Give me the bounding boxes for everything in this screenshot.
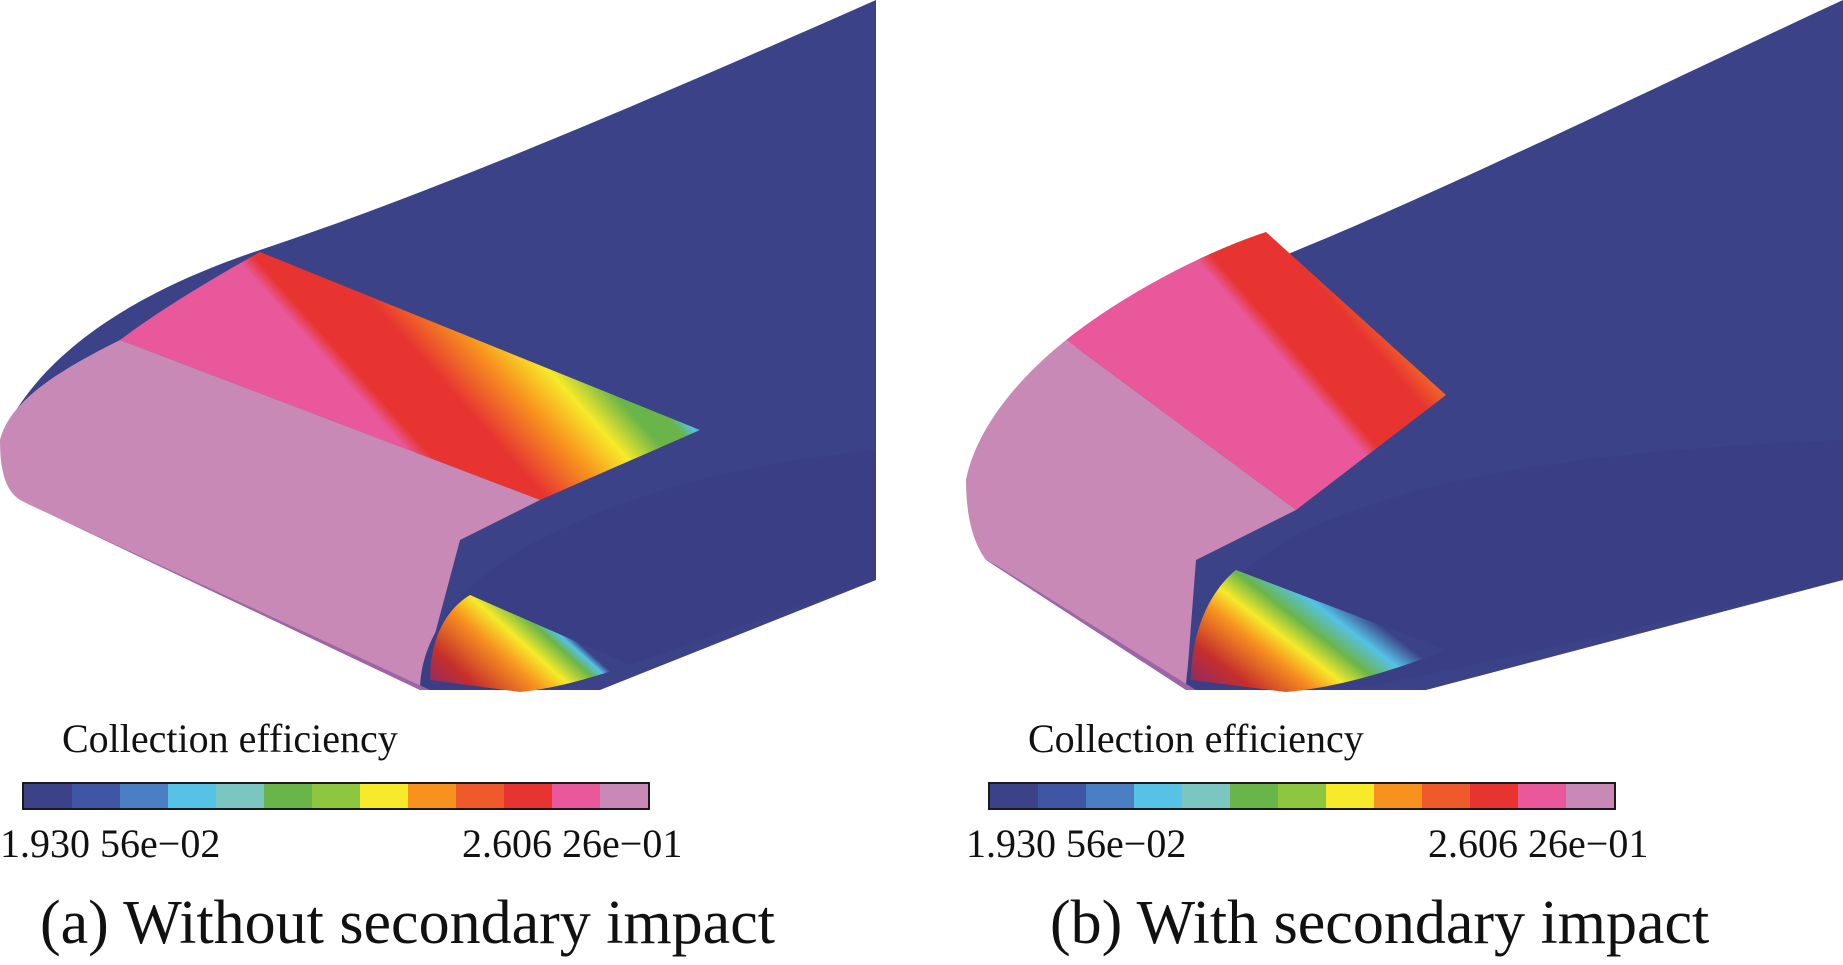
caption-b: (b) With secondary impact [1050,889,1710,957]
colorbar-min-label-b: 1.930 56e−02 [966,821,1187,866]
panel-b: Collection efficiency 1.930 56e−02 2.606… [966,0,1843,965]
colorbar-min-label-a: 1.930 56e−02 [0,821,221,866]
colorbar-a [22,782,650,810]
lower-edge-b [986,560,1196,690]
colorbar-b [988,782,1616,810]
impingement-band-a [120,252,700,500]
colorbar-title-b: Collection efficiency [1028,716,1364,761]
caption-a: (a) Without secondary impact [40,889,775,957]
colorbar-max-label-a: 2.606 26e−01 [462,821,683,866]
panel-a: Collection efficiency 1.930 56e−02 2.606… [0,0,921,965]
lower-band-a [430,595,630,692]
leading-edge-region-a [0,340,540,690]
leading-edge-region-b [966,340,1296,690]
colorbar-title-a: Collection efficiency [62,716,398,761]
wing-surface-plot-b [966,0,1843,692]
lower-band-b [1191,570,1446,692]
wing-surface-plot-a [0,0,876,692]
colorbar-max-label-b: 2.606 26e−01 [1428,821,1649,866]
impingement-band-b [1066,232,1446,510]
